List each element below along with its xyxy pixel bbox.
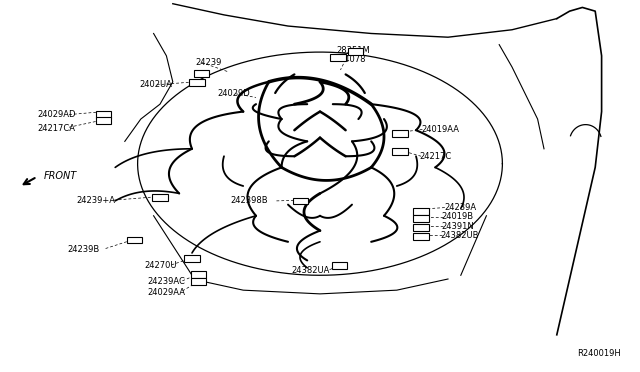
Text: 24029AA: 24029AA (147, 288, 185, 296)
Text: 24239A: 24239A (445, 203, 477, 212)
Text: 24239+A: 24239+A (77, 196, 116, 205)
Text: FRONT: FRONT (44, 171, 77, 180)
FancyBboxPatch shape (332, 262, 347, 269)
Text: 2402UA: 2402UA (140, 80, 172, 89)
FancyBboxPatch shape (127, 237, 142, 243)
Text: 24239AC: 24239AC (147, 278, 185, 286)
Text: 24382UB: 24382UB (440, 231, 479, 240)
FancyBboxPatch shape (392, 148, 408, 155)
FancyBboxPatch shape (413, 215, 429, 222)
Text: 242398B: 242398B (230, 196, 268, 205)
Text: 24382UA: 24382UA (291, 266, 330, 275)
Text: 24391N: 24391N (442, 222, 474, 231)
FancyBboxPatch shape (96, 111, 111, 118)
FancyBboxPatch shape (330, 54, 346, 61)
FancyBboxPatch shape (189, 79, 205, 86)
FancyBboxPatch shape (194, 70, 209, 77)
Text: 24029AD: 24029AD (37, 110, 76, 119)
FancyBboxPatch shape (96, 117, 111, 124)
FancyBboxPatch shape (293, 198, 308, 204)
FancyBboxPatch shape (348, 48, 363, 55)
FancyBboxPatch shape (413, 233, 429, 240)
Text: R240019H: R240019H (577, 349, 621, 358)
FancyBboxPatch shape (184, 255, 200, 262)
Text: 24019AA: 24019AA (421, 125, 459, 134)
Text: 24217CA: 24217CA (37, 124, 75, 133)
FancyBboxPatch shape (191, 271, 206, 278)
FancyBboxPatch shape (191, 278, 206, 285)
FancyBboxPatch shape (152, 194, 168, 201)
Text: 24217C: 24217C (419, 153, 451, 161)
Text: 24019B: 24019B (442, 212, 474, 221)
Text: 24270U: 24270U (144, 262, 177, 270)
Text: 24029D: 24029D (218, 89, 250, 98)
FancyBboxPatch shape (413, 224, 429, 231)
Text: 28351M: 28351M (336, 46, 370, 55)
Text: 24078: 24078 (339, 55, 365, 64)
FancyBboxPatch shape (413, 208, 429, 215)
FancyBboxPatch shape (392, 130, 408, 137)
Text: 24239B: 24239B (67, 245, 99, 254)
Text: 24239: 24239 (195, 58, 221, 67)
